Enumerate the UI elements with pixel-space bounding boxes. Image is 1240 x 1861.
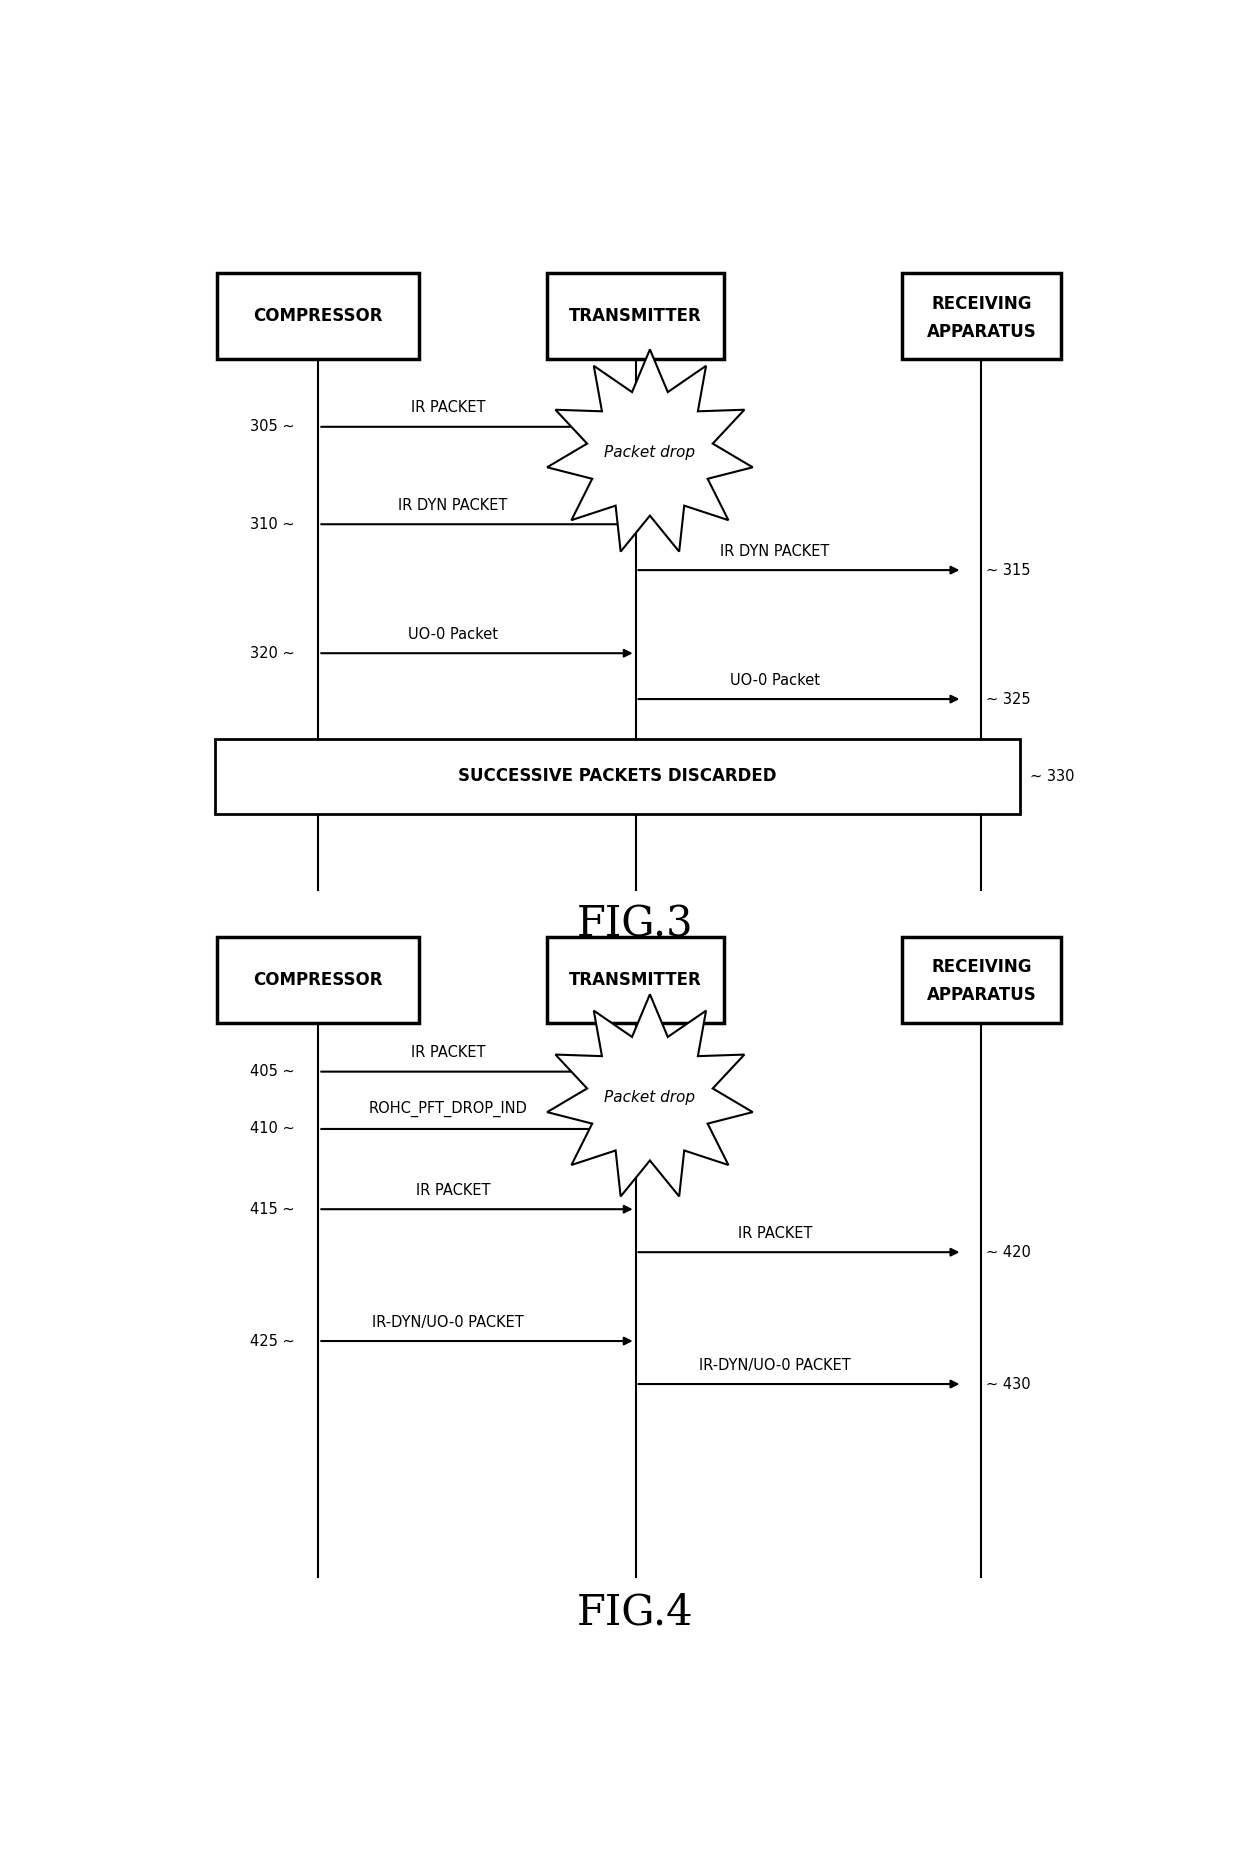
Text: Packet drop: Packet drop [604, 445, 696, 460]
Polygon shape [547, 994, 753, 1197]
Text: ROHC_PFT_DROP_IND: ROHC_PFT_DROP_IND [368, 1102, 527, 1117]
Polygon shape [547, 350, 753, 551]
Text: IR DYN PACKET: IR DYN PACKET [398, 497, 507, 514]
Text: RECEIVING: RECEIVING [931, 958, 1032, 975]
Text: COMPRESSOR: COMPRESSOR [254, 971, 383, 988]
FancyBboxPatch shape [217, 274, 419, 359]
FancyBboxPatch shape [903, 274, 1060, 359]
Text: 310 ~: 310 ~ [249, 517, 294, 532]
Text: RECEIVING: RECEIVING [931, 294, 1032, 313]
Text: TRANSMITTER: TRANSMITTER [569, 971, 702, 988]
Text: IR DYN PACKET: IR DYN PACKET [720, 543, 830, 558]
Text: 410 ~: 410 ~ [249, 1122, 294, 1137]
Text: UO-0 Packet: UO-0 Packet [730, 672, 820, 687]
FancyBboxPatch shape [547, 274, 724, 359]
Text: APPARATUS: APPARATUS [926, 986, 1037, 1005]
Text: IR PACKET: IR PACKET [738, 1226, 812, 1241]
Text: IR PACKET: IR PACKET [415, 1184, 490, 1198]
Text: 425 ~: 425 ~ [249, 1334, 294, 1349]
Text: ~ 430: ~ 430 [986, 1377, 1030, 1392]
Text: UO-0 Packet: UO-0 Packet [408, 627, 498, 642]
Text: ~ 420: ~ 420 [986, 1245, 1032, 1260]
Text: IR PACKET: IR PACKET [410, 400, 485, 415]
Text: FIG.3: FIG.3 [577, 904, 694, 945]
Text: IR-DYN/UO-0 PACKET: IR-DYN/UO-0 PACKET [372, 1314, 525, 1329]
Text: APPARATUS: APPARATUS [926, 324, 1037, 341]
Text: 305 ~: 305 ~ [249, 419, 294, 434]
Text: COMPRESSOR: COMPRESSOR [254, 307, 383, 326]
FancyBboxPatch shape [903, 936, 1060, 1024]
FancyBboxPatch shape [215, 739, 1021, 813]
Text: 415 ~: 415 ~ [249, 1202, 294, 1217]
Text: Packet drop: Packet drop [604, 1091, 696, 1105]
FancyBboxPatch shape [547, 936, 724, 1024]
Text: 320 ~: 320 ~ [249, 646, 294, 661]
Text: IR PACKET: IR PACKET [410, 1046, 485, 1061]
Text: 405 ~: 405 ~ [249, 1064, 294, 1079]
Text: IR-DYN/UO-0 PACKET: IR-DYN/UO-0 PACKET [699, 1357, 851, 1373]
Text: FIG.4: FIG.4 [577, 1591, 694, 1634]
Text: SUCCESSIVE PACKETS DISCARDED: SUCCESSIVE PACKETS DISCARDED [458, 767, 776, 785]
Text: ~ 325: ~ 325 [986, 692, 1030, 707]
Text: ~ 315: ~ 315 [986, 562, 1030, 577]
Text: TRANSMITTER: TRANSMITTER [569, 307, 702, 326]
FancyBboxPatch shape [217, 936, 419, 1024]
Text: ~ 330: ~ 330 [1029, 769, 1074, 783]
